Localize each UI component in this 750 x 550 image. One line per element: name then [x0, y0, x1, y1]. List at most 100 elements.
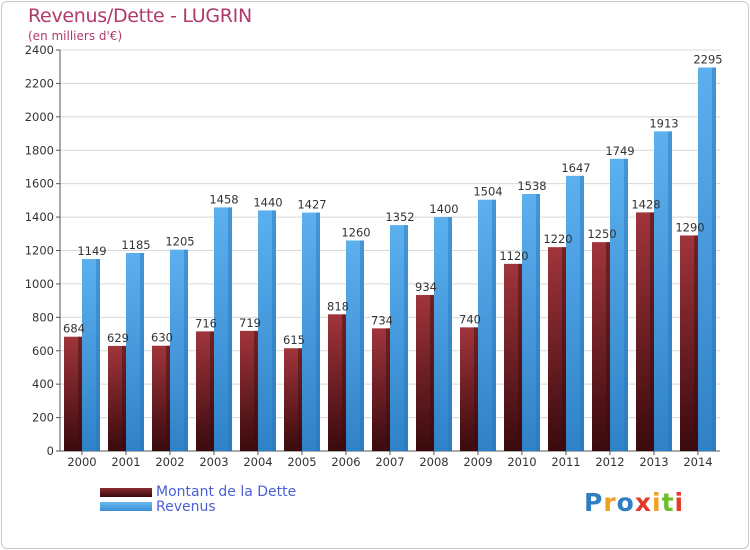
y-tick-label: 1800: [25, 143, 54, 157]
bars: [64, 67, 716, 452]
bar-dette-shade: [386, 328, 390, 451]
data-label-revenus: 1260: [341, 225, 370, 239]
data-label-revenus: 1352: [385, 210, 414, 224]
bar-revenus: [698, 67, 716, 451]
bar-revenus: [82, 259, 100, 451]
bar-dette-shade: [254, 330, 258, 451]
legend-swatch-dette: [100, 488, 152, 497]
logo-letter: o: [616, 488, 635, 517]
bar-revenus-shade: [404, 225, 408, 451]
bar-dette: [680, 235, 698, 451]
bar-revenus-shade: [272, 210, 276, 451]
data-label-revenus: 1504: [473, 185, 502, 199]
y-tick-label: 1000: [25, 277, 54, 291]
x-tick-label: 2013: [639, 455, 668, 469]
bar-dette-shade: [166, 345, 170, 451]
bar-revenus-shade: [448, 217, 452, 451]
logo-letter: i: [652, 488, 662, 517]
data-label-revenus: 1440: [253, 195, 282, 209]
bar-dette-shade: [694, 235, 698, 451]
data-label-dette: 734: [371, 313, 393, 327]
bar-revenus: [566, 175, 584, 451]
bar-revenus-shade: [536, 194, 540, 452]
y-tick-label: 1200: [25, 244, 54, 258]
data-label-revenus: 1149: [77, 244, 106, 258]
x-tick-label: 2009: [463, 455, 492, 469]
bar-revenus: [258, 210, 276, 451]
data-label-revenus: 1538: [517, 179, 546, 193]
y-tick-label: 2000: [25, 110, 54, 124]
bar-revenus: [434, 217, 452, 451]
data-label-revenus: 1427: [297, 198, 326, 212]
data-label-dette: 719: [239, 316, 261, 330]
bar-dette-shade: [562, 247, 566, 451]
y-tick-label: 400: [32, 377, 54, 391]
bar-dette: [372, 328, 390, 451]
x-tick-label: 2003: [199, 455, 228, 469]
x-tick-label: 2006: [331, 455, 360, 469]
bar-revenus: [654, 131, 672, 452]
bar-dette-shade: [606, 242, 610, 451]
bar-dette-shade: [298, 348, 302, 451]
data-label-revenus: 1400: [429, 202, 458, 216]
x-tick-label: 2011: [551, 455, 580, 469]
y-tick-label: 600: [32, 344, 54, 358]
x-tick-label: 2008: [419, 455, 448, 469]
data-label-dette: 934: [415, 280, 437, 294]
x-tick-label: 2004: [243, 455, 272, 469]
bar-dette-shade: [474, 327, 478, 451]
bar-dette-shade: [650, 212, 654, 451]
legend-label-revenus: Revenus: [156, 499, 216, 515]
y-tick-label: 200: [32, 411, 54, 425]
bar-revenus: [390, 225, 408, 451]
x-tick-label: 2000: [67, 455, 96, 469]
bar-dette: [152, 345, 170, 451]
logo-letter: x: [634, 488, 652, 517]
x-tick-label: 2002: [155, 455, 184, 469]
bar-dette-shade: [78, 336, 82, 451]
data-label-revenus: 1913: [649, 116, 678, 130]
bar-revenus-shade: [712, 67, 716, 451]
bar-dette: [64, 336, 82, 451]
data-labels: 684 1149 629 1185 630 1205 716 1458 719 1440 615 14…: [63, 53, 723, 348]
data-label-dette: 1428: [631, 197, 660, 211]
x-tick-label: 2014: [683, 455, 712, 469]
y-tick-label: 1600: [25, 177, 54, 191]
bar-revenus-shade: [228, 207, 232, 451]
bar-revenus: [170, 249, 188, 451]
bar-dette: [240, 330, 258, 451]
bar-dette-shade: [430, 294, 434, 451]
bar-revenus-shade: [580, 175, 584, 451]
proxiti-logo: Proxiti: [584, 488, 684, 517]
logo-letter: P: [584, 488, 604, 517]
legend-label-dette: Montant de la Dette: [156, 484, 297, 500]
y-tick-label: 2200: [25, 76, 54, 90]
bar-revenus-shade: [360, 240, 364, 451]
bar-dette: [504, 263, 522, 451]
bar-dette-shade: [210, 331, 214, 451]
bar-revenus: [302, 212, 320, 451]
data-label-dette: 818: [327, 299, 349, 313]
x-tick-label: 2012: [595, 455, 624, 469]
bar-revenus: [126, 253, 144, 451]
bar-revenus-shade: [140, 253, 144, 451]
bar-dette: [284, 348, 302, 451]
bar-dette: [108, 345, 126, 451]
logo-letter: t: [661, 488, 675, 517]
chart-title: Revenus/Dette - LUGRIN: [28, 5, 252, 27]
data-label-dette: 1290: [675, 220, 704, 234]
bar-revenus: [610, 158, 628, 452]
x-tick-label: 2001: [111, 455, 140, 469]
data-label-revenus: 2295: [693, 53, 722, 67]
data-label-dette: 615: [283, 333, 305, 347]
axes: 0 200 400 600 800 1000 1200 1400 1600 1800 2000 220…: [25, 43, 720, 469]
bar-revenus-shade: [492, 199, 496, 451]
bar-revenus-shade: [184, 249, 188, 451]
bar-revenus: [346, 240, 364, 451]
bar-revenus-shade: [96, 259, 100, 451]
bar-dette: [416, 294, 434, 451]
x-tick-label: 2010: [507, 455, 536, 469]
legend-swatch-revenus: [100, 502, 152, 511]
data-label-revenus: 1205: [165, 235, 194, 249]
